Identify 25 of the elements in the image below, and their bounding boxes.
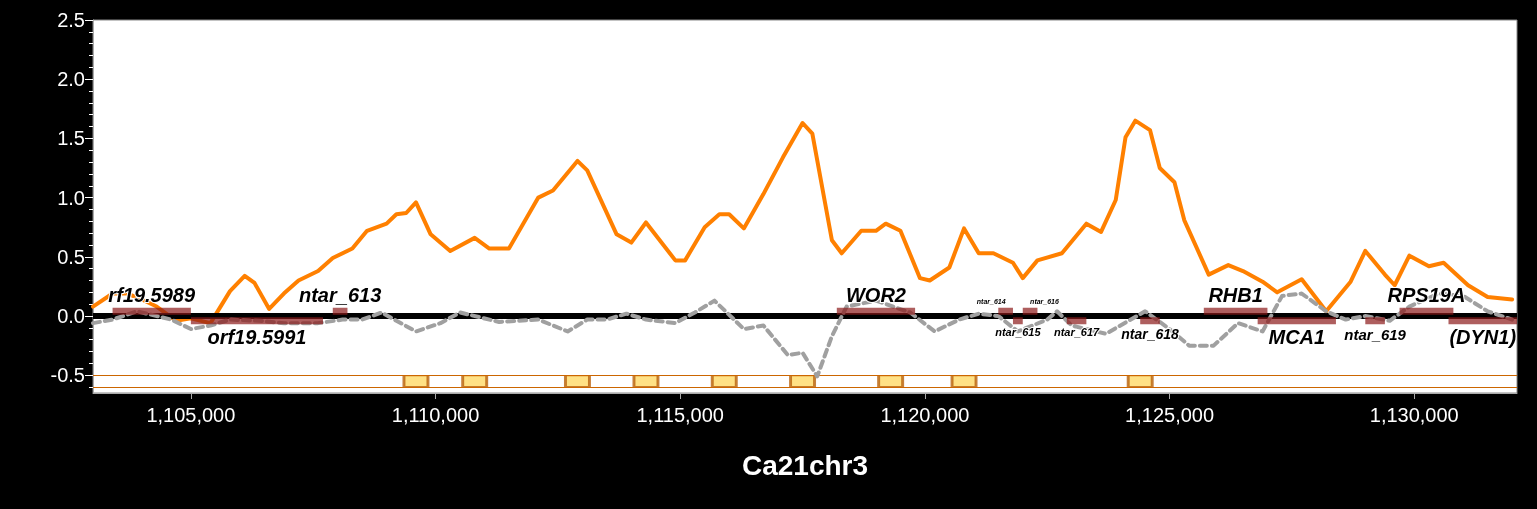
x-tick-label: 1,130,000 xyxy=(1369,404,1459,426)
y-tick-label: 0.5 xyxy=(57,245,85,268)
x-tick-label: 1,115,000 xyxy=(636,404,724,426)
y-tick-label: 1.0 xyxy=(57,186,85,209)
series-label: MCA1 xyxy=(1268,325,1326,348)
series-label: ntar_619 xyxy=(1344,325,1407,343)
series-label: orf19.5991 xyxy=(207,325,307,348)
series-label: ntar_615 xyxy=(995,326,1042,339)
x-tick-label: 1,120,000 xyxy=(880,404,970,426)
y-tick-label: 2.5 xyxy=(57,9,85,31)
series-label: ntar_617 xyxy=(1053,326,1101,339)
x-tick-label: 1,110,000 xyxy=(391,404,480,426)
y-tick-label: 1.5 xyxy=(57,127,85,150)
series-label: ntar_613 xyxy=(298,284,382,307)
x-axis-title: Ca21chr3 xyxy=(741,449,869,481)
x-tick-label: 1,125,000 xyxy=(1125,404,1215,426)
series-label: WOR2 xyxy=(845,284,906,307)
y-tick-label: -0.5 xyxy=(50,364,85,387)
series-label: RHB1 xyxy=(1208,284,1263,307)
y-tick-label: 0.0 xyxy=(57,305,85,328)
series-label: ntar_618 xyxy=(1121,325,1179,342)
series-label: (DYN1) xyxy=(1449,325,1517,348)
series-label: RPS19A xyxy=(1387,284,1466,307)
x-tick-label: 1,105,000 xyxy=(146,404,236,426)
y-tick-label: 2.0 xyxy=(57,68,85,91)
